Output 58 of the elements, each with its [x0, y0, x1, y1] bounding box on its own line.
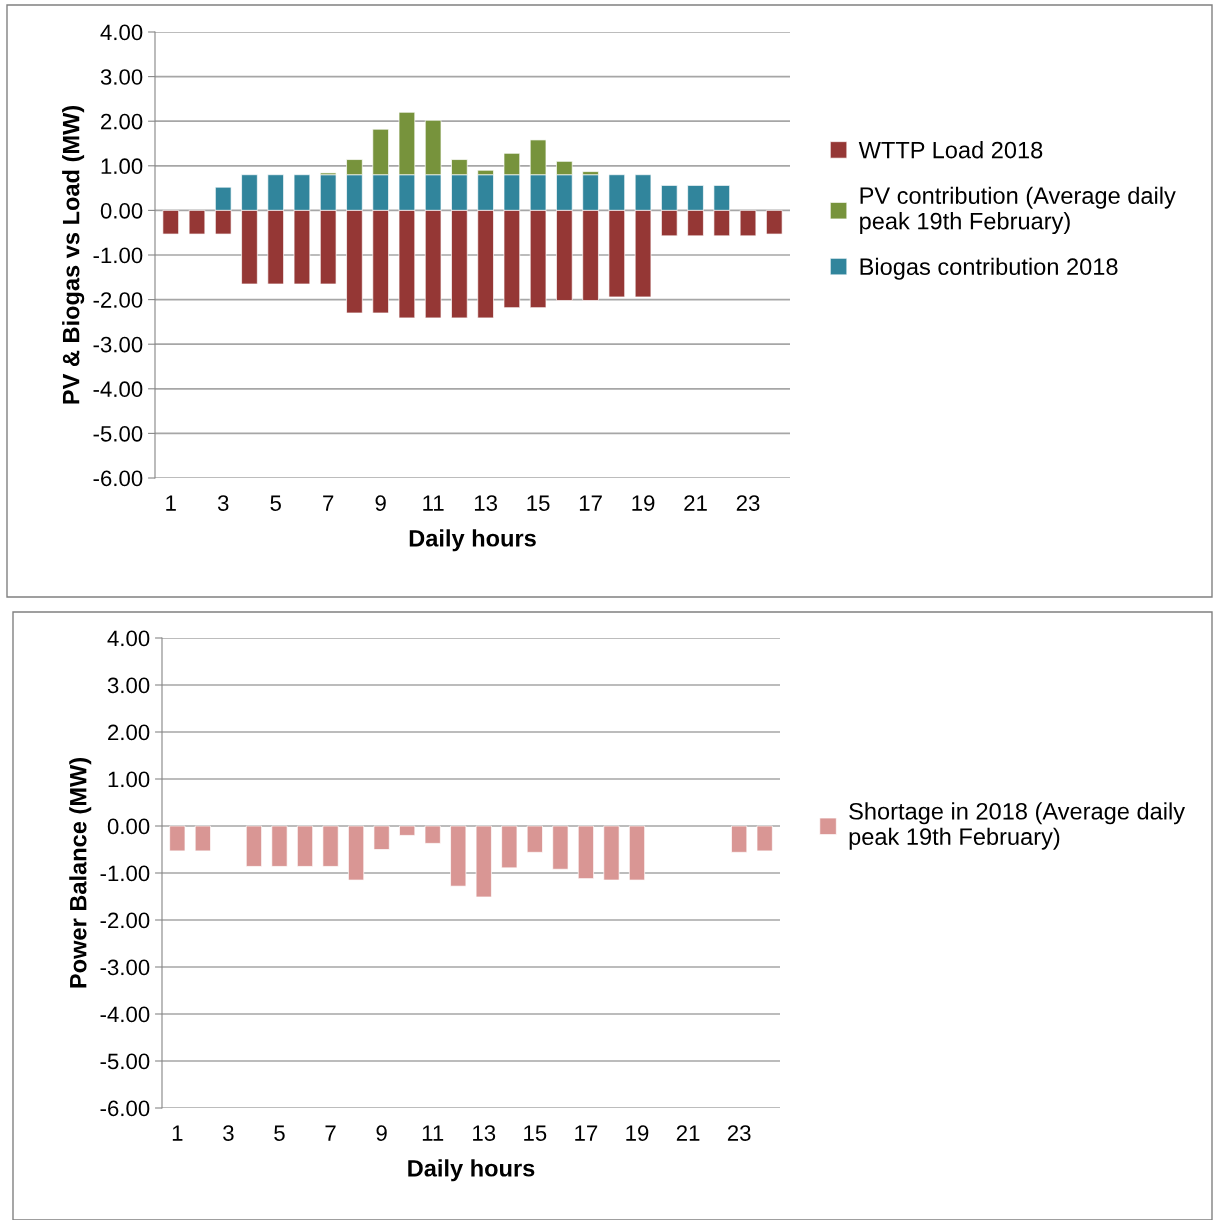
x-tick-label: 3 — [217, 495, 229, 511]
x-tick-label: 5 — [274, 1125, 285, 1141]
x-tick-label: 17 — [575, 1125, 598, 1141]
x-tick-label: 21 — [676, 1125, 700, 1141]
y-tick-label: -6.00 — [93, 470, 143, 487]
x-tick-label: 19 — [632, 495, 655, 511]
y-tick-label: 1.00 — [101, 158, 143, 175]
y-tick-label: -2.00 — [93, 292, 143, 308]
x-tick-label: 1 — [172, 1125, 183, 1141]
legend-label: PV contribution (Average daily peak 19th February) — [860, 186, 1176, 235]
legend-label: Shortage in 2018 (Average daily peak 19th February) — [849, 802, 1185, 850]
y-tick-label: -4.00 — [93, 381, 143, 398]
bar — [766, 210, 783, 235]
bar — [739, 210, 757, 237]
legend-label: Biogas contribution 2018 — [860, 257, 1118, 280]
bar — [188, 210, 206, 235]
x-tick-label: 21 — [684, 495, 707, 511]
y-tick-label: 3.00 — [100, 69, 143, 85]
y-tick-label: 3.00 — [107, 677, 150, 694]
x-tick-label: 9 — [376, 1125, 387, 1141]
x-tick-label: 15 — [524, 1125, 547, 1141]
y-tick-label: -2.00 — [100, 912, 150, 929]
x-tick-label: 7 — [325, 1125, 336, 1141]
x-tick-label: 11 — [422, 1125, 444, 1141]
x-tick-label: 13 — [474, 495, 497, 511]
y-tick-label: 4.00 — [100, 24, 143, 41]
x-tick-label: 7 — [323, 495, 334, 511]
y-tick-label: -5.00 — [100, 1053, 150, 1070]
y-tick-label: 0.00 — [107, 818, 150, 835]
x-axis-title: Daily hours — [409, 529, 536, 552]
x-tick-label: 3 — [223, 1125, 234, 1141]
x-tick-label: 17 — [579, 495, 602, 511]
x-tick-label: 23 — [736, 495, 760, 511]
x-tick-label: 1 — [166, 495, 176, 511]
y-tick-label: -5.00 — [93, 425, 143, 442]
legend-label: WTTP Load 2018 — [858, 141, 1043, 159]
x-tick-label: 13 — [473, 1125, 496, 1141]
bar — [162, 210, 179, 235]
y-tick-label: -4.00 — [100, 1006, 150, 1023]
x-tick-label: 23 — [727, 1125, 751, 1141]
y-axis-title: Power Balance (MW) — [69, 758, 92, 988]
x-tick-label: 15 — [527, 495, 550, 511]
x-tick-label: 19 — [626, 1125, 649, 1141]
y-tick-label: 2.00 — [108, 724, 150, 741]
x-tick-label: 9 — [375, 495, 386, 511]
x-tick-label: 5 — [270, 495, 281, 511]
y-tick-label: 4.00 — [107, 630, 150, 647]
y-tick-label: -3.00 — [93, 336, 143, 353]
y-tick-label: 0.00 — [100, 202, 143, 219]
y-tick-label: -6.00 — [100, 1100, 150, 1117]
y-tick-label: 2.00 — [101, 113, 143, 130]
y-tick-label: -1.00 — [100, 865, 150, 882]
x-axis-title: Daily hours — [408, 1159, 535, 1182]
y-axis-title: PV & Biogas vs Load (MW) — [62, 105, 85, 404]
y-tick-label: 1.00 — [108, 771, 150, 788]
y-tick-label: -3.00 — [100, 959, 150, 976]
x-tick-label: 11 — [423, 495, 444, 511]
y-tick-label: -1.00 — [93, 247, 143, 264]
